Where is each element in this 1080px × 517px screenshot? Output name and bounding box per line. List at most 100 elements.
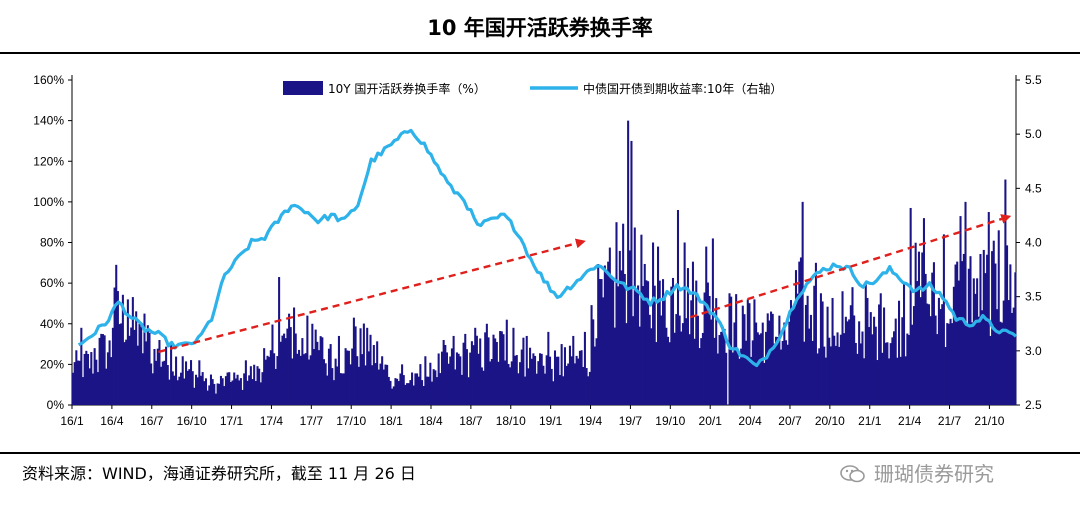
turnover-bar [919,297,922,405]
turnover-bar [490,359,493,405]
turnover-bar [894,318,897,405]
x-tick-label: 19/10 [655,414,685,428]
turnover-bar [514,355,517,405]
turnover-bar [150,363,153,405]
turnover-bar [236,374,239,405]
turnover-bar [780,349,783,405]
trend-arrows [158,214,1012,354]
turnover-bar [547,331,550,406]
turnover-bar [165,346,168,405]
turnover-bar [846,321,849,405]
turnover-bar [808,328,811,405]
turnover-bar [497,361,500,405]
turnover-bar [612,277,615,405]
turnover-bar [643,263,646,405]
turnover-bar [156,348,159,405]
turnover-bar [720,331,723,405]
turnover-bar [203,381,206,405]
turnover-bar [520,349,523,405]
y-right-tick-label: 4.0 [1025,236,1042,250]
turnover-bar [356,356,359,405]
turnover-bar [670,286,673,405]
turnover-bar [992,240,995,405]
turnover-bar [173,375,176,405]
turnover-bar [460,374,463,405]
turnover-bar [799,257,802,405]
turnover-bar [957,280,960,405]
turnover-bar [384,364,387,405]
turnover-bar [432,369,435,405]
page-title: 10 年国开活跃券换手率 [427,16,653,40]
turnover-bar [898,300,901,405]
turnover-bar [289,327,292,405]
turnover-bar [932,262,935,405]
turnover-bar [494,338,497,405]
turnover-bar [243,373,246,405]
turnover-bar [362,323,365,405]
turnover-bar [974,293,977,405]
x-tick-label: 16/7 [140,414,164,428]
turnover-bar [500,331,503,405]
turnover-bar [666,336,670,405]
turnover-bar [266,355,269,405]
turnover-bar [374,363,377,405]
turnover-bar [299,355,302,405]
turnover-bar [703,292,706,405]
turnover-bar [168,379,171,405]
turnover-bar [996,309,999,405]
turnover-bar [181,356,184,405]
turnover-bar [811,340,814,405]
turnover-bar [474,327,477,405]
turnover-bar [377,369,380,405]
turnover-bar [145,341,148,405]
turnover-bar [753,299,756,406]
turnover-bar [615,222,618,405]
turnover-bar [75,350,78,405]
turnover-bar [821,301,824,405]
turnover-bar [924,273,927,405]
turnover-bar [201,372,204,405]
turnover-bar [96,372,99,405]
turnover-bar [120,323,123,405]
turnover-bar [901,317,904,405]
turnover-bar [849,305,852,405]
turnover-bar [1002,300,1005,405]
turnover-bar [386,364,389,405]
turnover-bar [617,286,620,405]
turnover-bar [354,326,357,405]
turnover-bar [216,383,219,405]
turnover-bar [565,365,568,405]
y-left-tick-label: 80% [40,236,64,250]
turnover-bar [214,393,217,405]
turnover-bar [269,350,272,405]
turnover-bar [213,383,216,405]
turnover-bar [642,286,645,405]
turnover-bar [171,371,174,405]
turnover-bar [495,342,498,405]
turnover-bar [907,334,911,405]
turnover-bar [88,368,91,405]
turnover-bar [527,368,530,405]
turnover-bar [259,382,262,405]
turnover-bar [399,373,402,405]
turnover-bar [524,376,527,405]
turnover-bar [153,349,156,405]
turnover-bar [775,336,778,405]
turnover-bar [467,377,470,405]
turnover-bar [976,278,979,405]
turnover-bar [396,378,399,405]
turnover-bar [1004,179,1007,405]
turnover-bar [981,310,984,405]
turnover-bar [241,389,244,405]
turnover-bar [274,368,277,405]
turnover-bar [791,308,794,405]
turnover-bar [902,283,906,406]
turnover-bar [296,353,299,405]
turnover-bar [492,334,495,405]
turnover-bar [859,343,862,405]
turnover-bar [439,373,442,405]
turnover-bar [279,341,282,405]
turnover-bar [125,339,128,405]
turnover-bar [731,352,734,405]
turnover-bar [553,350,557,405]
